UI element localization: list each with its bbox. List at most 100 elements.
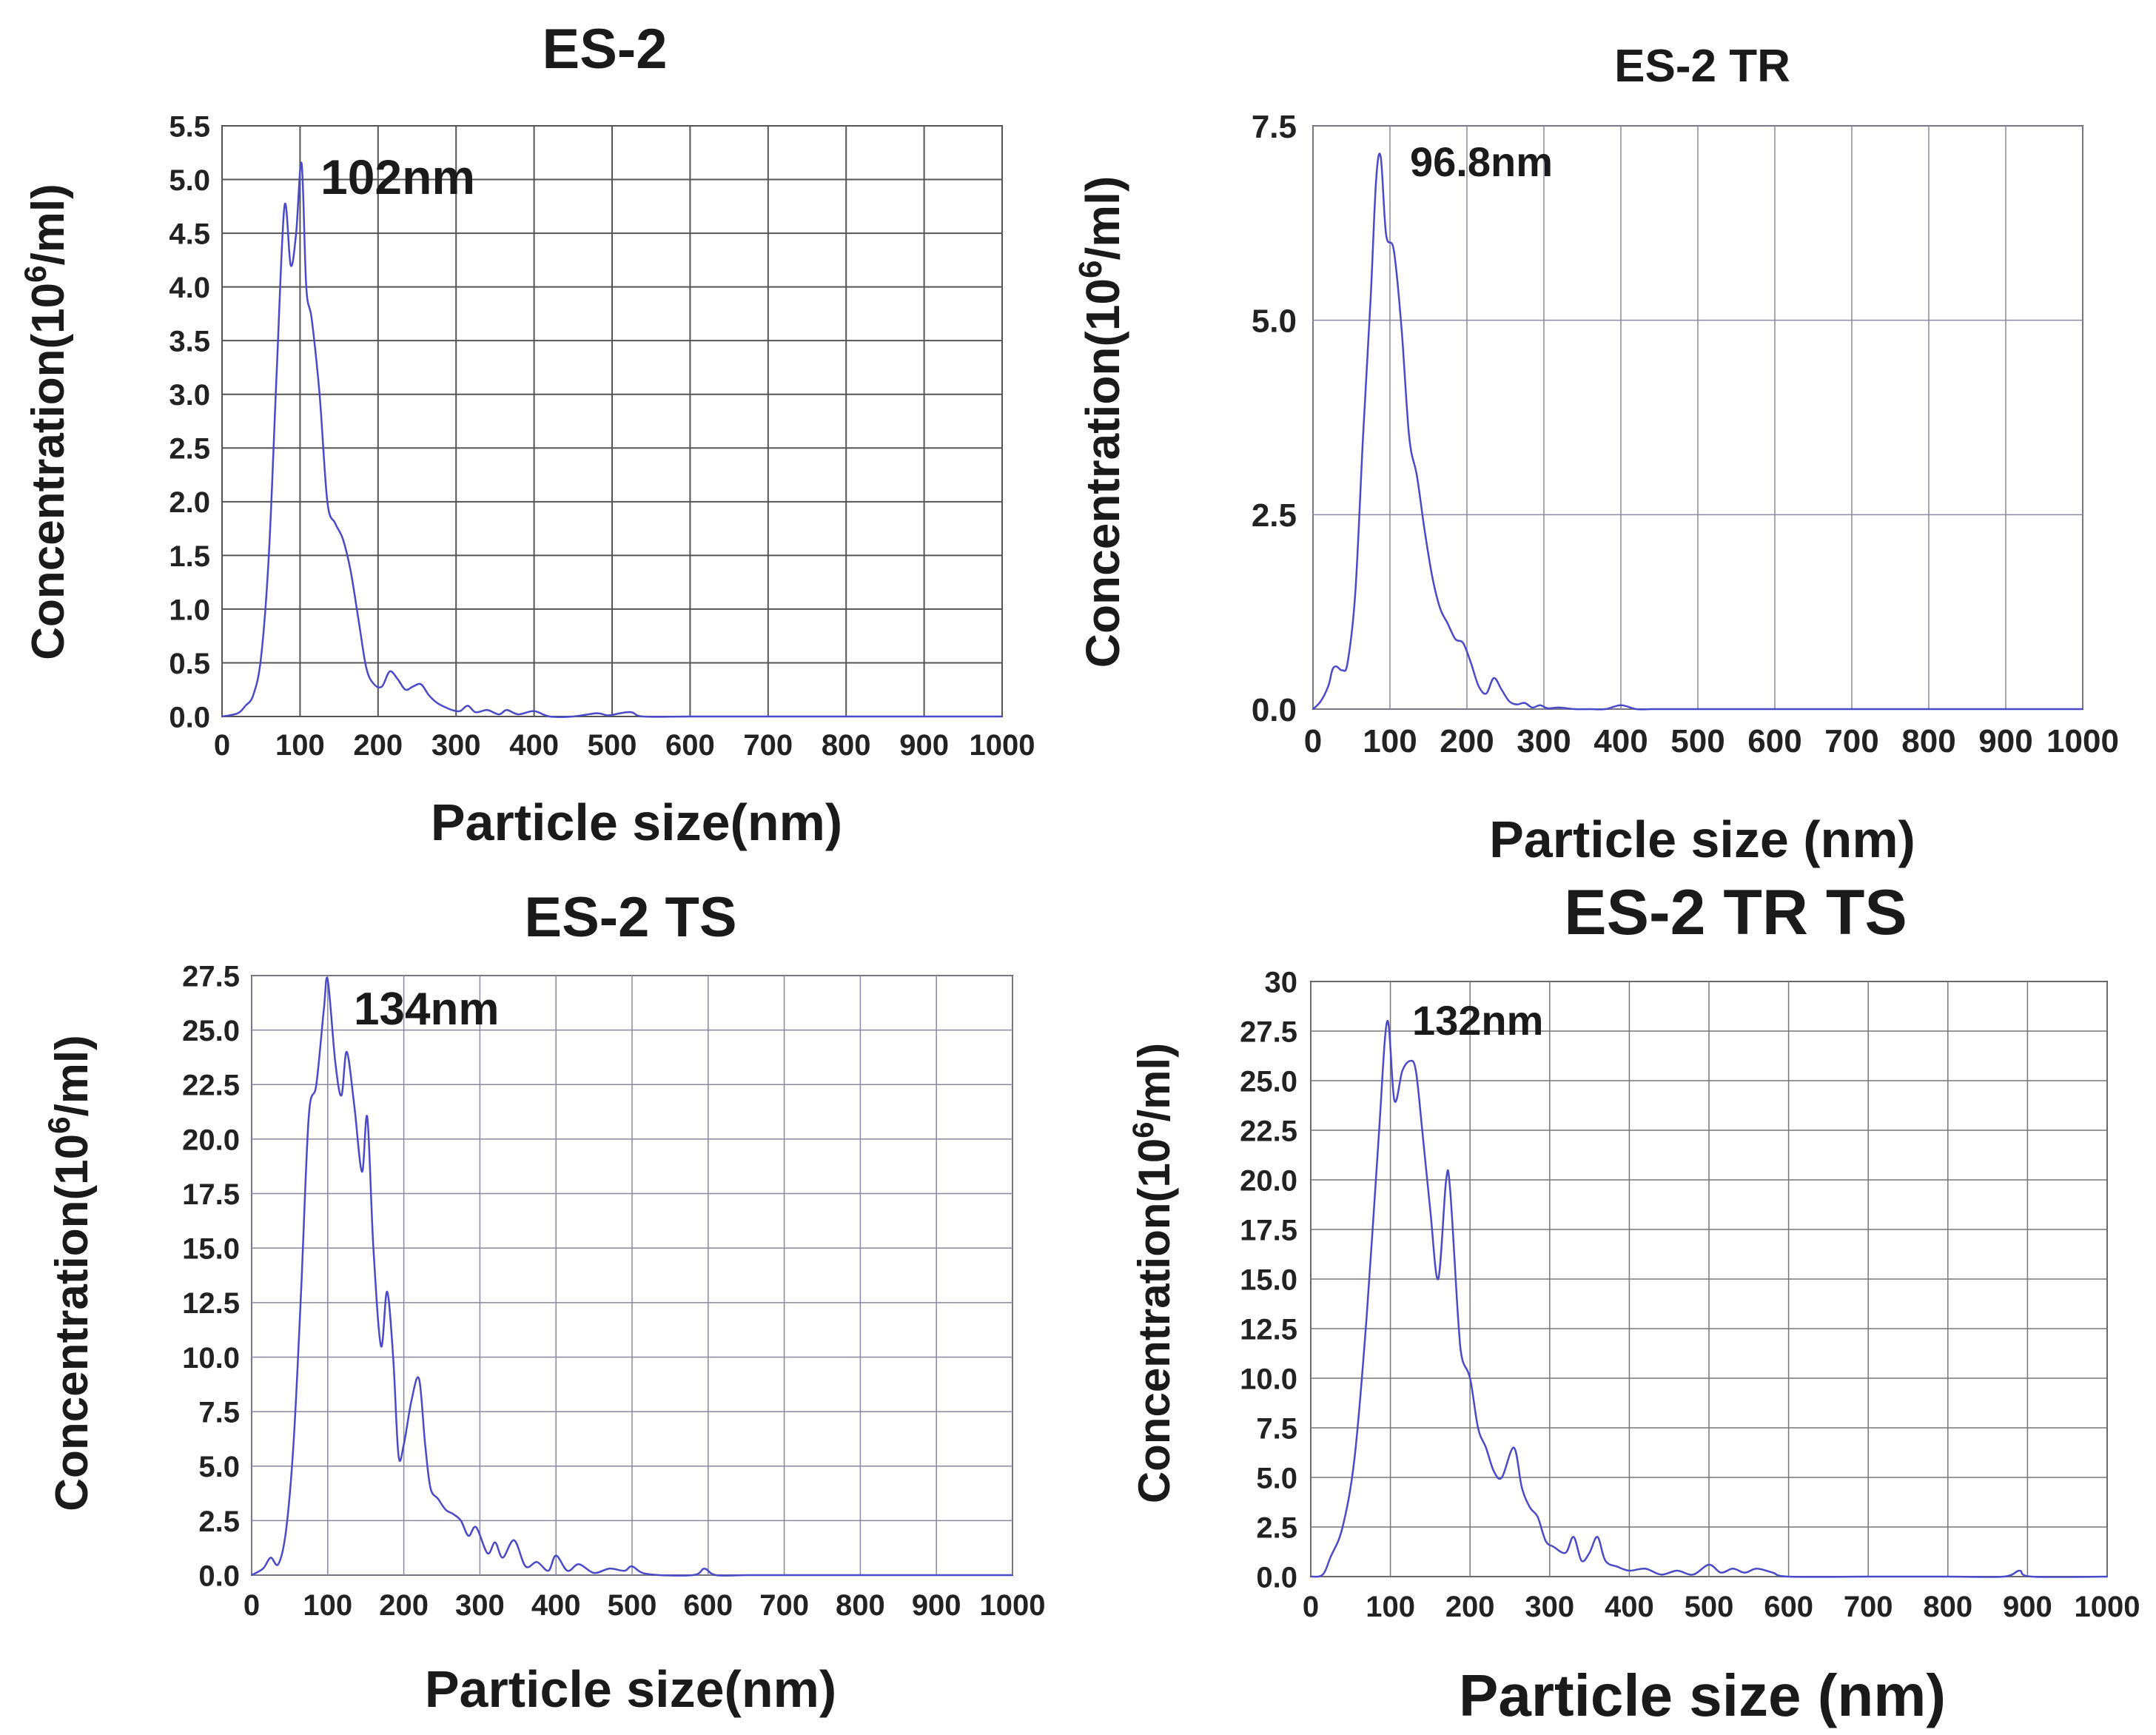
gridlines [1310, 981, 2108, 1577]
y-tick-label: 1.5 [169, 540, 210, 573]
x-tick-label: 700 [1844, 1591, 1893, 1623]
x-tick-label: 600 [1747, 723, 1801, 759]
y-tick-label: 25.0 [1240, 1065, 1297, 1098]
y-tick-label: 0.0 [198, 1560, 240, 1592]
y-tick-label: 0.0 [1252, 692, 1297, 728]
y-tick-label: 2.5 [169, 433, 210, 466]
y-tick-labels: 0.0 2.5 5.0 7.5 10.0 12.5 15.0 17.5 20.0 22.5 25.0… [1240, 966, 1297, 1594]
chart-panel-es2: ES-2 0.0 0.5 1.0 1.5 2.0 2.5 3.0 3.5 4.0 4.5 5.0 5.… [18, 18, 1035, 851]
x-tick-label: 200 [1445, 1591, 1495, 1623]
x-tick-label: 200 [353, 729, 403, 762]
chart-title: ES-2 [543, 18, 668, 81]
series-line [251, 976, 1012, 1577]
y-tick-label: 0.0 [1256, 1561, 1297, 1594]
x-tick-label: 1000 [2075, 1591, 2140, 1623]
y-tick-label: 3.5 [169, 326, 210, 358]
x-tick-label: 0 [244, 1589, 260, 1622]
series-line [1312, 152, 2083, 711]
chart-title: ES-2 TS [524, 886, 736, 949]
y-tick-label: 5.0 [169, 164, 210, 197]
y-tick-label: 27.5 [182, 960, 240, 993]
x-tick-label: 700 [759, 1589, 809, 1622]
y-tick-label: 27.5 [1240, 1016, 1297, 1048]
x-tick-label: 500 [1670, 723, 1725, 759]
x-tick-labels: 0 100 200 300 400 500 600 700 800 900 1000 [244, 1589, 1046, 1622]
x-tick-label: 100 [1363, 723, 1417, 759]
y-tick-label: 10.0 [1240, 1363, 1297, 1395]
y-axis-label: Concentration(106/ml) [1072, 176, 1129, 668]
y-tick-label: 5.5 [169, 110, 210, 143]
gridlines [251, 975, 1013, 1576]
x-tick-label: 400 [1594, 723, 1648, 759]
y-tick-label: 20.0 [182, 1124, 240, 1156]
x-axis-label: Particle size (nm) [1459, 1662, 1946, 1728]
y-axis-label: Concentration(106/ml) [1127, 1043, 1179, 1503]
x-tick-label: 0 [214, 729, 230, 762]
y-tick-labels: 0.0 2.5 5.0 7.5 10.0 12.5 15.0 17.5 20.0 22.5 25.0… [182, 960, 240, 1592]
x-tick-label: 600 [665, 729, 715, 762]
y-tick-label: 17.5 [1240, 1214, 1297, 1246]
x-tick-label: 200 [379, 1589, 429, 1622]
chart-panel-es2-tr: ES-2 TR 0.0 2.5 5.0 7.5 0 100 200 300 400 500 600… [1072, 41, 2119, 868]
x-tick-label: 200 [1440, 723, 1494, 759]
chart-title: ES-2 TR TS [1564, 877, 1907, 948]
y-tick-labels: 0.0 0.5 1.0 1.5 2.0 2.5 3.0 3.5 4.0 4.5 5.0 5.5 [169, 110, 210, 734]
x-tick-label: 1000 [970, 729, 1035, 762]
y-axis-label: Concentration(106/ml) [41, 1035, 98, 1511]
x-tick-label: 1000 [2046, 723, 2119, 759]
peak-annotation: 134nm [354, 984, 499, 1035]
y-tick-label: 2.5 [1252, 497, 1297, 534]
x-tick-label: 800 [836, 1589, 885, 1622]
x-tick-label: 300 [431, 729, 481, 762]
x-tick-label: 400 [1605, 1591, 1654, 1623]
x-tick-label: 300 [455, 1589, 505, 1622]
y-tick-label: 4.0 [169, 272, 210, 304]
y-tick-label: 2.5 [198, 1506, 240, 1538]
chart-panel-es2-ts: ES-2 TS 0.0 2.5 5.0 7.5 10.0 12.5 15.0 17.5 20.0… [41, 886, 1045, 1718]
x-axis-label: Particle size(nm) [431, 793, 842, 851]
y-tick-label: 2.0 [169, 486, 210, 519]
x-tick-label: 700 [1824, 723, 1878, 759]
x-tick-label: 1000 [980, 1589, 1046, 1622]
x-tick-label: 800 [822, 729, 871, 762]
series-line [1310, 1020, 2108, 1578]
y-tick-label: 5.0 [1252, 303, 1297, 340]
x-tick-label: 800 [1901, 723, 1955, 759]
y-tick-label: 4.5 [169, 218, 210, 250]
x-tick-label: 900 [912, 1589, 961, 1622]
y-tick-label: 12.5 [1240, 1313, 1297, 1346]
y-tick-label: 0.5 [169, 648, 210, 680]
x-tick-label: 400 [531, 1589, 581, 1622]
x-tick-label: 0 [1304, 723, 1322, 759]
x-tick-label: 500 [588, 729, 637, 762]
y-tick-label: 22.5 [182, 1070, 240, 1102]
y-tick-label: 22.5 [1240, 1115, 1297, 1147]
y-tick-label: 7.5 [1256, 1412, 1297, 1445]
x-axis-label: Particle size (nm) [1489, 811, 1915, 868]
y-tick-label: 5.0 [1256, 1462, 1297, 1494]
x-axis-label: Particle size(nm) [425, 1660, 836, 1718]
y-tick-label: 3.0 [169, 379, 210, 412]
x-tick-label: 900 [2003, 1591, 2052, 1623]
x-tick-label: 900 [1978, 723, 2032, 759]
y-tick-label: 10.0 [182, 1342, 240, 1375]
y-tick-label: 7.5 [198, 1396, 240, 1429]
x-tick-label: 500 [608, 1589, 657, 1622]
x-tick-label: 100 [275, 729, 325, 762]
series-line [221, 161, 1002, 718]
x-tick-label: 600 [1764, 1591, 1813, 1623]
y-axis-label: Concentration(106/ml) [18, 184, 74, 660]
y-tick-label: 25.0 [182, 1015, 240, 1047]
y-tick-label: 1.0 [169, 594, 210, 626]
x-tick-label: 400 [509, 729, 559, 762]
x-tick-label: 300 [1525, 1591, 1574, 1623]
chart-panel-es2-tr-ts: ES-2 TR TS 0.0 2.5 5.0 7.5 10.0 12.5 15.0 17.5 2… [1127, 877, 2140, 1728]
peak-annotation: 102nm [320, 150, 475, 204]
x-tick-labels: 0 100 200 300 400 500 600 700 800 900 1000 [214, 729, 1035, 762]
y-tick-label: 7.5 [1252, 109, 1297, 145]
peak-annotation: 132nm [1412, 997, 1543, 1044]
y-tick-label: 2.5 [1256, 1511, 1297, 1544]
y-tick-label: 20.0 [1240, 1164, 1297, 1197]
x-tick-label: 900 [899, 729, 949, 762]
